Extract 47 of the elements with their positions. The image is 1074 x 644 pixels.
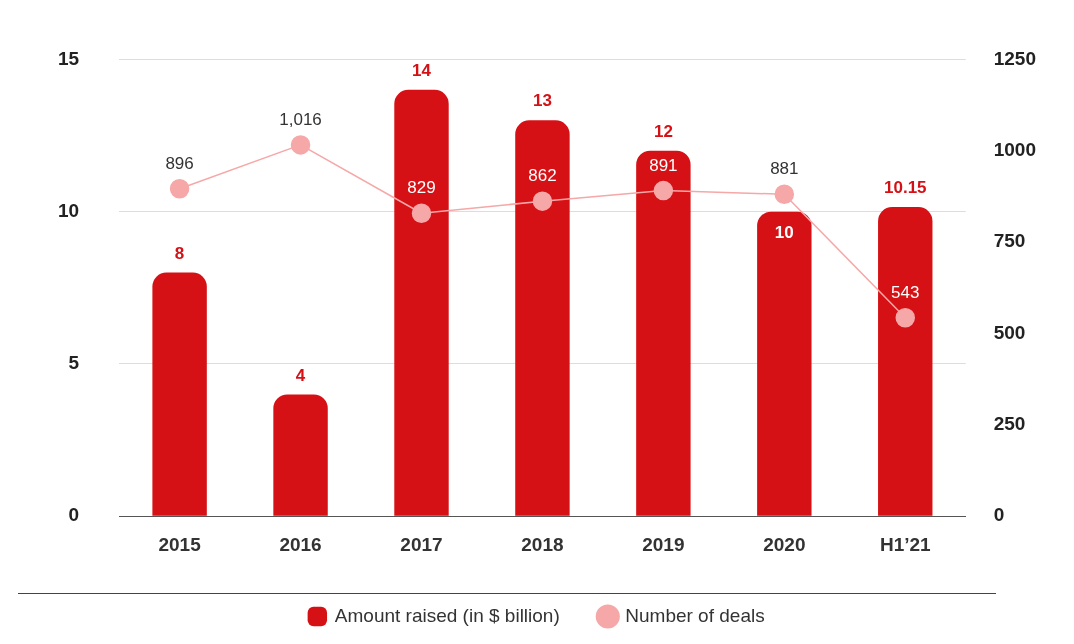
data-label: 8 bbox=[174, 243, 185, 263]
point bbox=[169, 179, 190, 199]
point bbox=[290, 135, 311, 155]
legend-label: Number of deals bbox=[625, 604, 765, 626]
bar bbox=[515, 120, 570, 516]
x-tick-label: 2015 bbox=[158, 533, 202, 555]
bar bbox=[152, 272, 207, 516]
x-tick-label: 2019 bbox=[642, 533, 685, 555]
bar bbox=[878, 207, 933, 516]
x-tick-label: H1’21 bbox=[879, 533, 932, 555]
data-label: 10 bbox=[774, 222, 794, 242]
x-tick-label: 2018 bbox=[521, 533, 564, 555]
bar bbox=[273, 394, 328, 516]
data-label: 10.15 bbox=[883, 178, 927, 198]
point bbox=[653, 180, 674, 201]
data-label: 862 bbox=[528, 166, 557, 186]
data-label: 829 bbox=[407, 178, 436, 198]
bar bbox=[757, 211, 812, 516]
y2-tick-label: 1250 bbox=[993, 47, 1037, 69]
bar bbox=[394, 89, 449, 516]
y2-tick-label: 250 bbox=[993, 413, 1026, 435]
point bbox=[532, 191, 553, 211]
y2-tick-label: 1000 bbox=[993, 138, 1037, 160]
y2-tick-label: 750 bbox=[993, 230, 1026, 252]
y2-tick-label: 0 bbox=[993, 504, 1005, 526]
x-tick-label: 2017 bbox=[400, 533, 443, 555]
data-label: 881 bbox=[770, 159, 799, 179]
y-tick-label: 5 bbox=[68, 352, 80, 374]
data-label: 891 bbox=[649, 155, 678, 175]
data-label: 14 bbox=[412, 61, 432, 81]
data-label: 896 bbox=[165, 153, 194, 173]
data-label: 1,016 bbox=[279, 110, 322, 130]
y-tick-label: 0 bbox=[68, 504, 80, 526]
point bbox=[411, 203, 432, 223]
x-tick-label: 2016 bbox=[279, 533, 322, 555]
legend-label: Amount raised (in $ billion) bbox=[334, 604, 560, 626]
y2-tick-label: 500 bbox=[993, 321, 1026, 343]
x-tick-label: 2020 bbox=[763, 533, 806, 555]
data-label: 543 bbox=[891, 282, 920, 302]
bar bbox=[636, 150, 691, 516]
point bbox=[895, 308, 916, 328]
y-tick-label: 10 bbox=[57, 199, 80, 221]
point bbox=[774, 184, 795, 204]
data-label: 13 bbox=[532, 91, 552, 111]
data-label: 12 bbox=[653, 121, 673, 141]
data-label: 4 bbox=[295, 365, 306, 385]
y-tick-label: 15 bbox=[57, 47, 80, 69]
